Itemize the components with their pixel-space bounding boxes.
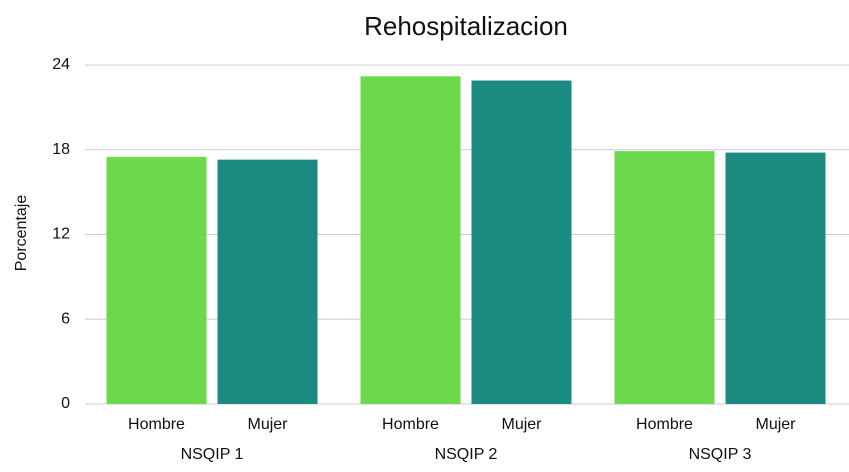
series-label: Mujer [247,416,288,433]
series-label: Mujer [755,416,796,433]
chart-title: Rehospitalizacion [364,11,568,41]
x-tick-label: NSQIP 1 [181,446,244,463]
bar [614,151,715,404]
series-label: Hombre [382,416,439,433]
x-tick-label: NSQIP 3 [689,446,752,463]
bar [360,76,461,405]
y-tick-label: 18 [52,141,70,158]
series-label: Hombre [128,416,185,433]
bar [725,152,826,404]
series-label: Mujer [501,416,542,433]
bar [217,159,318,404]
series-label: Hombre [636,416,693,433]
y-tick-label: 12 [52,226,70,243]
y-tick-label: 6 [61,310,70,327]
bar [471,80,572,404]
y-tick-label: 0 [61,395,70,412]
y-axis-label: Porcentaje [13,195,30,272]
bar [106,156,207,404]
y-tick-label: 24 [52,56,70,73]
x-tick-label: NSQIP 2 [435,446,498,463]
